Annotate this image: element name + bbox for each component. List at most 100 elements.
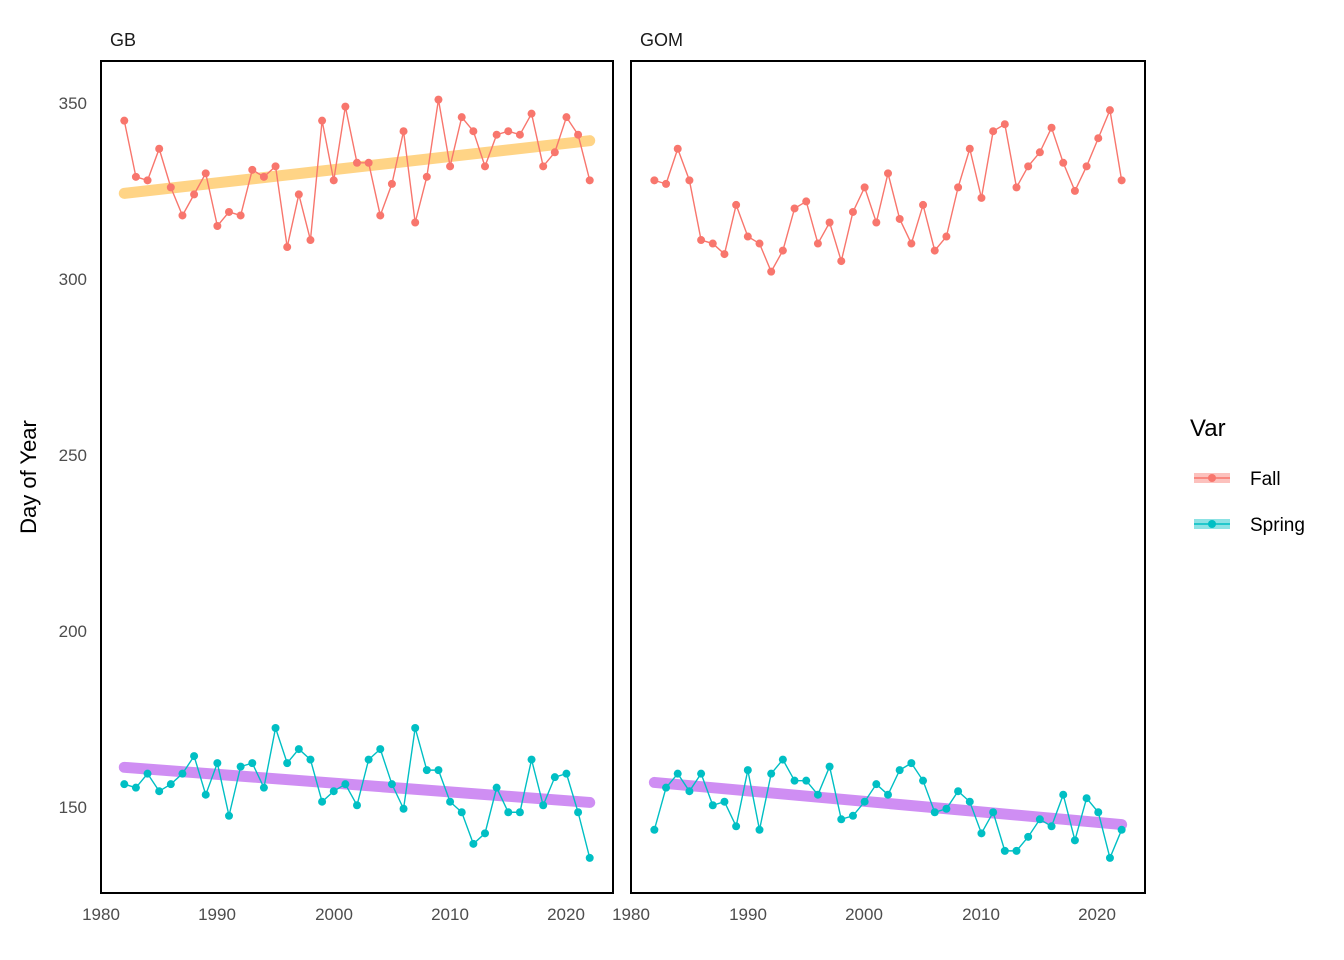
- data-point-spring-gom: [813, 790, 822, 799]
- data-point-spring-gom: [697, 769, 706, 778]
- y-tick-label: 150: [59, 798, 87, 817]
- data-point-fall-gb: [492, 130, 501, 139]
- panel-gb: [118, 95, 596, 862]
- data-point-fall-gb: [143, 176, 152, 185]
- y-axis-title: Day of Year: [16, 420, 41, 534]
- data-point-fall-gom: [1024, 162, 1033, 171]
- data-point-fall-gb: [155, 144, 164, 153]
- data-point-fall-gb: [411, 218, 420, 227]
- data-point-spring-gb: [574, 808, 583, 817]
- data-point-fall-gom: [1117, 176, 1126, 185]
- data-point-spring-gom: [662, 783, 671, 792]
- data-point-spring-gom: [685, 787, 694, 796]
- data-point-fall-gom: [708, 239, 717, 248]
- data-point-fall-gb: [225, 207, 233, 216]
- data-point-fall-gom: [1035, 148, 1044, 157]
- data-point-fall-gom: [977, 193, 986, 202]
- data-point-fall-gom: [989, 127, 998, 136]
- data-point-fall-gom: [755, 239, 764, 248]
- data-point-spring-gom: [767, 769, 776, 778]
- data-point-spring-gb: [399, 804, 408, 813]
- data-point-fall-gom: [743, 232, 752, 241]
- data-point-spring-gb: [376, 745, 385, 754]
- data-point-spring-gom: [977, 829, 986, 838]
- data-point-spring-gb: [271, 724, 280, 733]
- data-point-spring-gom: [848, 811, 857, 820]
- data-point-fall-gom: [1000, 120, 1009, 129]
- data-point-fall-gom: [778, 246, 787, 255]
- data-point-spring-gom: [837, 815, 846, 824]
- data-point-fall-gb: [515, 130, 524, 139]
- data-point-fall-gom: [930, 246, 939, 255]
- data-point-spring-gom: [1105, 853, 1114, 862]
- data-point-fall-gb: [539, 162, 548, 171]
- data-point-fall-gb: [364, 158, 373, 167]
- data-point-fall-gb: [306, 236, 315, 245]
- data-point-spring-gb: [550, 773, 559, 782]
- data-point-fall-gb: [201, 169, 210, 178]
- data-point-fall-gom: [884, 169, 892, 178]
- data-point-fall-gb: [283, 243, 292, 252]
- data-point-fall-gb: [190, 190, 199, 199]
- data-point-spring-gom: [743, 766, 752, 775]
- data-point-spring-gb: [120, 780, 129, 789]
- data-point-spring-gom: [1117, 825, 1126, 834]
- data-point-spring-gom: [965, 797, 974, 806]
- data-point-spring-gb: [562, 769, 571, 778]
- data-point-fall-gb: [178, 211, 187, 220]
- data-point-spring-gb: [329, 787, 338, 796]
- data-point-fall-gom: [837, 257, 846, 266]
- data-point-spring-gb: [481, 829, 489, 838]
- data-point-spring-gb: [294, 745, 303, 754]
- data-point-spring-gom: [919, 776, 928, 785]
- data-point-spring-gom: [732, 822, 741, 831]
- data-point-fall-gom: [1094, 134, 1103, 143]
- x-tick-label-gb: 1990: [198, 905, 236, 924]
- data-point-spring-gom: [1024, 832, 1033, 841]
- data-point-fall-gom: [1105, 106, 1114, 115]
- data-point-fall-gb: [434, 95, 443, 104]
- data-point-fall-gom: [1070, 186, 1079, 195]
- y-tick-label: 300: [59, 270, 87, 289]
- data-point-spring-gb: [248, 759, 257, 768]
- data-point-spring-gb: [178, 769, 187, 778]
- data-point-spring-gom: [778, 755, 787, 764]
- x-tick-label-gb: 2020: [547, 905, 585, 924]
- data-point-spring-gom: [1000, 846, 1009, 855]
- data-point-spring-gom: [1047, 822, 1056, 831]
- data-point-spring-gb: [166, 780, 175, 789]
- data-point-spring-gb: [434, 766, 443, 775]
- data-point-fall-gom: [732, 200, 741, 209]
- data-point-spring-gb: [225, 811, 233, 820]
- data-point-fall-gom: [685, 176, 694, 185]
- legend-title: Var: [1190, 415, 1226, 442]
- trend-line-spring-gb: [118, 761, 596, 808]
- trend-line-fall-gb: [118, 135, 596, 199]
- trend-line-spring-gom: [648, 776, 1128, 831]
- x-tick-label-gb: 2010: [431, 905, 469, 924]
- data-point-spring-gom: [954, 787, 963, 796]
- data-point-spring-gom: [708, 801, 717, 810]
- legend: Var Fall Spring: [1190, 415, 1305, 536]
- data-point-fall-gom: [697, 236, 706, 245]
- data-point-spring-gom: [860, 797, 869, 806]
- data-point-spring-gb: [155, 787, 164, 796]
- y-tick-label: 200: [59, 622, 87, 641]
- data-point-spring-gb: [585, 853, 594, 862]
- data-point-fall-gb: [574, 130, 583, 139]
- data-point-fall-gom: [848, 207, 857, 216]
- data-point-spring-gom: [1035, 815, 1044, 824]
- data-point-fall-gb: [353, 158, 361, 167]
- data-point-fall-gom: [813, 239, 822, 248]
- data-point-fall-gb: [504, 127, 513, 136]
- data-point-spring-gom: [1094, 808, 1103, 817]
- data-point-fall-gb: [376, 211, 385, 220]
- panel-gom: [648, 106, 1128, 862]
- data-point-spring-gom: [755, 825, 764, 834]
- y-tick-label: 250: [59, 446, 87, 465]
- data-point-fall-gb: [294, 190, 303, 199]
- data-point-spring-gb: [364, 755, 373, 764]
- data-point-spring-gom: [989, 808, 998, 817]
- data-point-fall-gom: [907, 239, 916, 248]
- data-point-fall-gb: [213, 221, 222, 230]
